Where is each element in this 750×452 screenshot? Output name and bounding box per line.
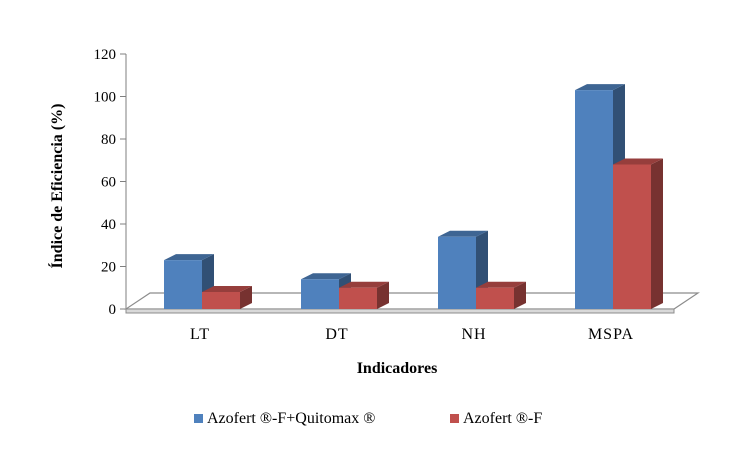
bar-top (476, 281, 526, 288)
bar-mspa-series-2 (613, 158, 663, 309)
bars (164, 84, 663, 309)
y-tick-label: 60 (101, 175, 116, 191)
y-tick-label: 100 (94, 90, 117, 106)
bar-front (575, 90, 613, 309)
x-axis-title: Indicadores (357, 360, 438, 377)
bar-side (651, 158, 663, 309)
floor-edge (125, 308, 675, 314)
bar-top (438, 230, 488, 237)
bar-side (377, 281, 389, 309)
x-tick-label: NH (461, 326, 486, 343)
y-tick-label: 80 (101, 132, 116, 148)
bar-top (301, 273, 351, 280)
x-axis-labels: LT DT NH MSPA (190, 326, 634, 343)
bar-front (164, 260, 202, 309)
bar-top (164, 254, 214, 261)
bar-front (339, 287, 377, 309)
legend-label-series-1: Azofert ®-F+Quitomax ® (207, 410, 375, 427)
x-tick-label: MSPA (588, 326, 634, 343)
legend-swatch-series-2 (450, 414, 459, 423)
bar-front (476, 287, 514, 309)
legend-label-series-2: Azofert ®-F (463, 410, 542, 427)
bar-front (202, 292, 240, 309)
y-axis-title: Índice de Eficiencia (%) (47, 104, 66, 269)
bar-side (240, 286, 252, 309)
bar-lt-series-2 (202, 286, 252, 309)
y-tick-label: 20 (101, 260, 116, 276)
legend-swatch-series-1 (194, 414, 203, 423)
bar-top (339, 281, 389, 288)
bar-dt-series-2 (339, 281, 389, 309)
bar-side (514, 281, 526, 309)
y-tick-label: 40 (101, 217, 116, 233)
y-tick-label: 120 (94, 47, 117, 63)
bar-front (301, 279, 339, 309)
x-tick-label: DT (325, 326, 348, 343)
x-tick-label: LT (190, 326, 210, 343)
bar-mspa-series-1 (575, 84, 625, 309)
bar-top (613, 158, 663, 165)
bar-front (613, 164, 651, 309)
bar-top (202, 286, 252, 292)
bar-nh-series-1 (438, 230, 488, 309)
legend: Azofert ®-F+Quitomax ® Azofert ®-F (194, 410, 542, 427)
y-axis: 0 20 40 60 80 100 120 (94, 47, 127, 318)
bar-nh-series-2 (476, 281, 526, 309)
y-tick-label: 0 (109, 302, 117, 318)
bar-front (438, 236, 476, 309)
bar-top (575, 84, 625, 91)
